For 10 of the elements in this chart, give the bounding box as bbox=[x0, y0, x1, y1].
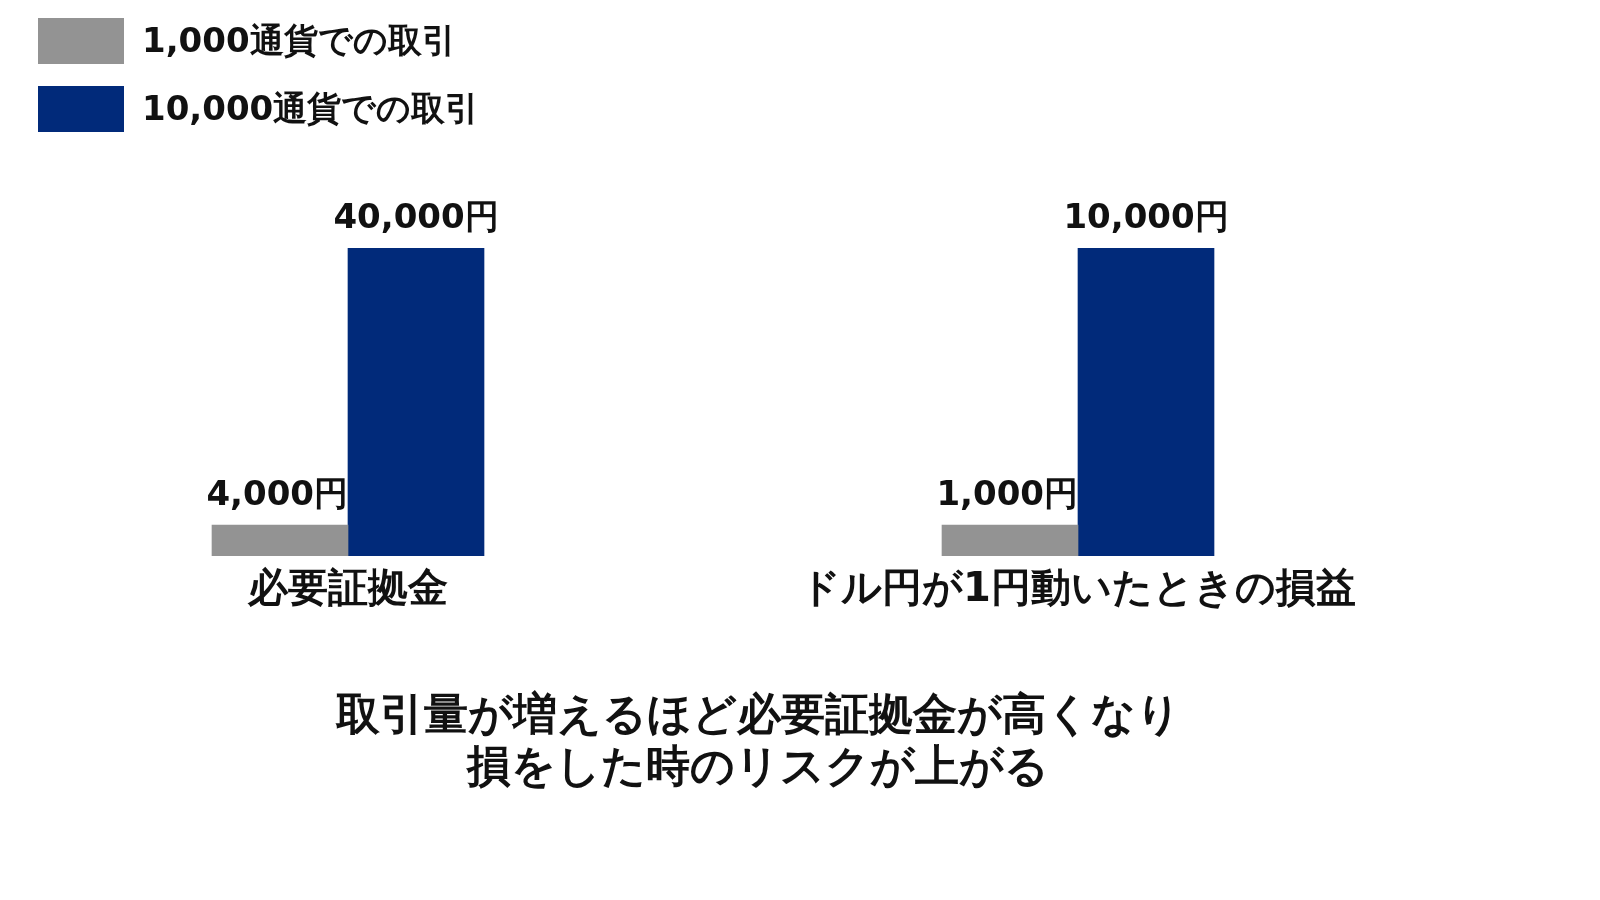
legend-label: 1,000通貨での取引 bbox=[142, 19, 456, 62]
x-tick-label: ドル円が1円動いたときの損益 bbox=[800, 564, 1356, 611]
data-label: 10,000円 bbox=[1063, 195, 1229, 236]
x-tick-label: 必要証拠金 bbox=[247, 564, 448, 611]
data-label: 1,000円 bbox=[936, 473, 1078, 514]
text: 損をした時のリスクが上がる bbox=[465, 740, 1050, 792]
data-label: 40,000円 bbox=[333, 195, 499, 236]
data-label: 4,000円 bbox=[206, 473, 348, 514]
text: 取引量が増えるほど必要証拠金が高くなり bbox=[334, 688, 1182, 740]
legend-label: 10,000通貨での取引 bbox=[142, 87, 480, 130]
